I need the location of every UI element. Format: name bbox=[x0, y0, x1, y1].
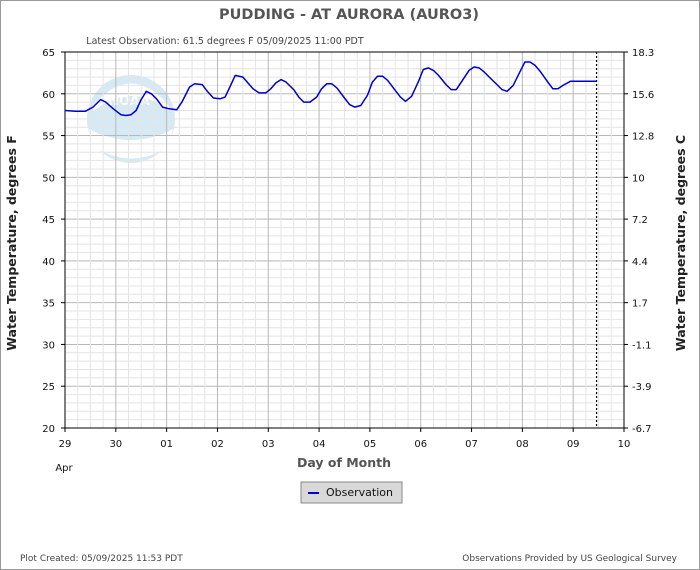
x-tick-label: 09 bbox=[567, 439, 580, 450]
y-tick-label: 45 bbox=[42, 215, 55, 226]
y-axis-right: 18.3 15.6 12.8 10 7.2 4.4 1.7 -1.1 -3.9 -6.7 bbox=[624, 48, 654, 435]
y2-tick-label: -6.7 bbox=[632, 424, 652, 435]
y2-tick-label: 18.3 bbox=[632, 48, 654, 59]
plot-border bbox=[64, 51, 625, 429]
y-tick-label: 25 bbox=[42, 382, 55, 393]
x-tick-label: 08 bbox=[516, 439, 529, 450]
y-tick-label: 35 bbox=[42, 299, 55, 310]
y2-tick-label: 12.8 bbox=[632, 132, 654, 143]
legend: Observation bbox=[300, 481, 403, 504]
x-tick-label: 03 bbox=[262, 439, 275, 450]
y2-tick-label: 10 bbox=[632, 173, 645, 184]
y2-tick-label: 15.6 bbox=[632, 90, 654, 101]
x-tick-label: 29 bbox=[59, 439, 72, 450]
legend-observation-label: Observation bbox=[326, 486, 393, 499]
y-axis-right-title: Water Temperature, degrees C bbox=[673, 135, 688, 351]
x-tick-label: 04 bbox=[313, 439, 326, 450]
data-provider: Observations Provided by US Geological S… bbox=[462, 554, 677, 564]
x-tick-label: 01 bbox=[160, 439, 173, 450]
series-line-observation bbox=[64, 61, 597, 117]
latest-observation: Latest Observation: 61.5 degrees F 05/09… bbox=[86, 36, 364, 47]
x-tick-label: 10 bbox=[618, 439, 631, 450]
legend-box bbox=[300, 481, 403, 504]
y2-tick-label: -3.9 bbox=[632, 382, 652, 393]
x-tick-label: 07 bbox=[465, 439, 478, 450]
y2-tick-label: 1.7 bbox=[632, 299, 648, 310]
x-tick-label: 02 bbox=[211, 439, 224, 450]
x-tick-label: 06 bbox=[414, 439, 427, 450]
y-axis-left: 65 60 55 50 45 40 35 30 25 20 bbox=[42, 48, 65, 435]
x-month-label: Apr bbox=[55, 463, 73, 474]
y2-tick-label: 7.2 bbox=[632, 215, 648, 226]
series bbox=[64, 52, 598, 428]
y2-tick-label: -1.1 bbox=[632, 340, 652, 351]
grid bbox=[65, 52, 624, 428]
plot-created: Plot Created: 05/09/2025 11:53 PDT bbox=[20, 554, 183, 564]
y-tick-label: 40 bbox=[42, 257, 55, 268]
y-tick-label: 60 bbox=[42, 90, 55, 101]
x-tick-label: 30 bbox=[109, 439, 122, 450]
y-tick-label: 55 bbox=[42, 132, 55, 143]
y-tick-label: 20 bbox=[42, 424, 55, 435]
y-tick-label: 30 bbox=[42, 340, 55, 351]
y-tick-label: 50 bbox=[42, 173, 55, 184]
x-tick-label: 05 bbox=[364, 439, 377, 450]
chart-title: PUDDING - AT AURORA (AURO3) bbox=[219, 7, 479, 23]
y-tick-label: 65 bbox=[42, 48, 55, 59]
y-axis-left-title: Water Temperature, degrees F bbox=[4, 135, 19, 351]
x-axis-title: Day of Month bbox=[297, 455, 391, 470]
plot-area bbox=[64, 51, 625, 429]
x-axis: 29 30 01 02 03 04 05 06 07 08 09 10 bbox=[59, 428, 631, 450]
y2-tick-label: 4.4 bbox=[632, 257, 648, 268]
